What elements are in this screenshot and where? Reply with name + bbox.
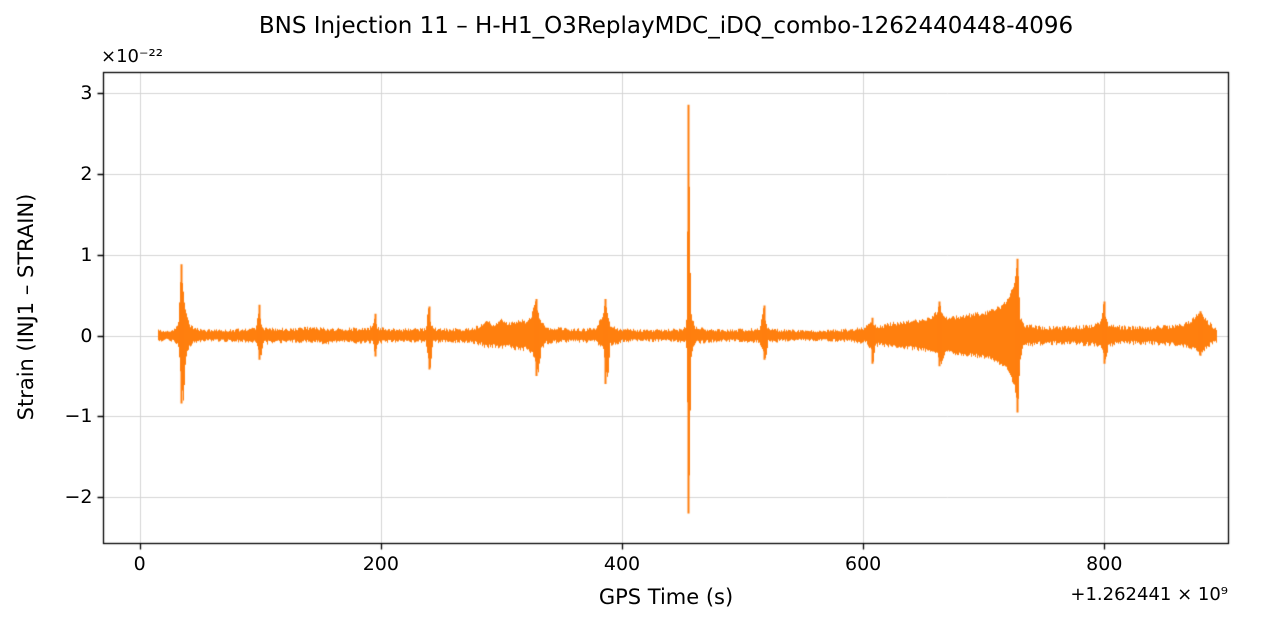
x-tick-label: 200 — [362, 552, 399, 575]
y-tick-label: 0 — [80, 324, 93, 347]
y-tick-label: 2 — [80, 162, 93, 185]
chart-title: BNS Injection 11 – H-H1_O3ReplayMDC_iDQ_… — [258, 13, 1074, 39]
y-axis-scale-label: ×10⁻²² — [101, 46, 163, 67]
y-tick-label: 1 — [80, 243, 93, 266]
y-tick-label: −2 — [64, 486, 93, 509]
y-tick-label: −1 — [64, 405, 93, 428]
x-axis-label: GPS Time (s) — [598, 585, 734, 609]
x-tick-label: 400 — [603, 552, 641, 575]
y-axis-label: Strain (INJ1 – STRAIN) — [14, 193, 38, 421]
x-tick-label: 0 — [133, 552, 146, 575]
y-tick-label: 3 — [80, 81, 93, 104]
x-tick-label: 600 — [845, 552, 882, 575]
x-tick-label: 800 — [1086, 552, 1123, 575]
x-axis-offset-label: +1.262441 × 10⁹ — [1070, 584, 1228, 605]
